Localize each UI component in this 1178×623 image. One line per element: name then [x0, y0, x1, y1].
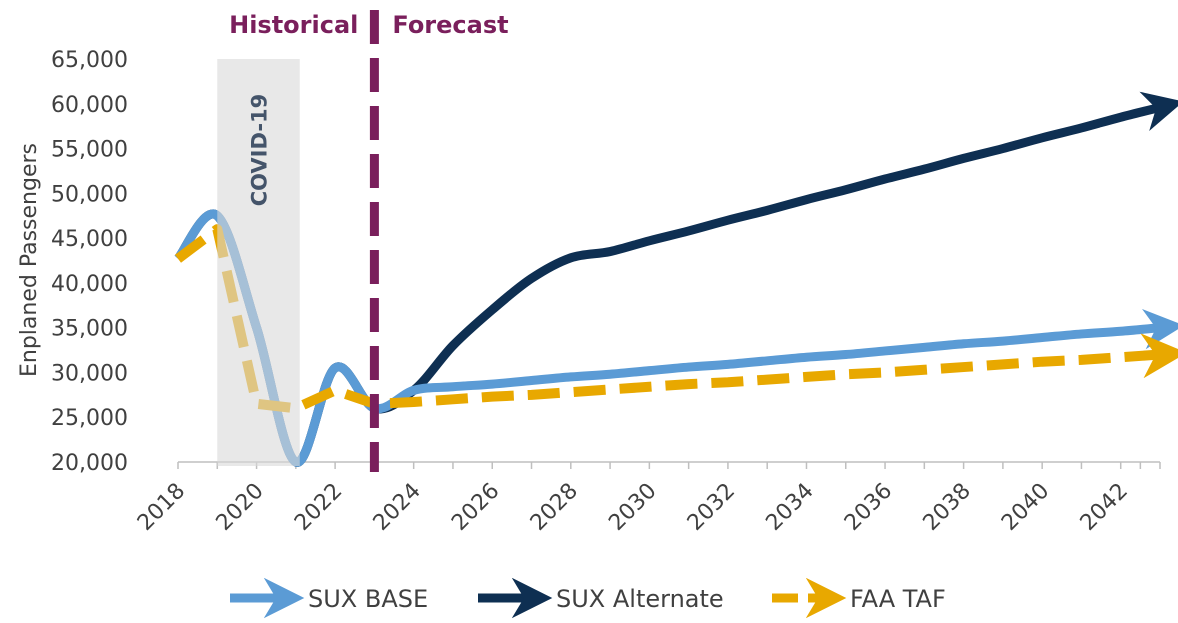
- y-tick-label: 20,000: [51, 451, 128, 476]
- series-line: [174, 224, 1178, 414]
- series-line: [174, 91, 1178, 467]
- y-tick-label: 45,000: [51, 227, 128, 252]
- x-tick-label: 2042: [1076, 479, 1133, 536]
- y-tick-label: 50,000: [51, 182, 128, 207]
- y-tick-label: 65,000: [51, 48, 128, 73]
- y-tick-label: 25,000: [51, 406, 128, 431]
- legend-label: SUX BASE: [308, 585, 428, 613]
- x-tick-label: 2026: [447, 479, 504, 536]
- series-line: [174, 209, 1178, 467]
- x-tick-label: 2040: [997, 479, 1054, 536]
- forecast-label: Forecast: [392, 11, 508, 39]
- y-axis-label: Enplaned Passengers: [17, 143, 42, 377]
- y-tick-label: 40,000: [51, 272, 128, 297]
- x-tick-label: 2032: [683, 479, 740, 536]
- y-tick-label: 35,000: [51, 317, 128, 342]
- legend-label: SUX Alternate: [556, 585, 724, 613]
- covid-shade: [217, 59, 300, 466]
- x-tick-label: 2018: [133, 479, 190, 536]
- historical-label: Historical: [229, 11, 358, 39]
- x-tick-label: 2020: [212, 479, 269, 536]
- covid-label: COVID-19: [248, 94, 272, 207]
- x-tick-label: 2036: [840, 479, 897, 536]
- legend-label: FAA TAF: [850, 585, 946, 613]
- y-tick-label: 55,000: [51, 138, 128, 163]
- y-tick-label: 30,000: [51, 361, 128, 386]
- x-tick-label: 2022: [290, 479, 347, 536]
- y-tick-label: 60,000: [51, 93, 128, 118]
- x-tick-label: 2024: [369, 479, 426, 536]
- x-tick-label: 2030: [604, 479, 661, 536]
- x-tick-label: 2038: [919, 479, 976, 536]
- x-tick-label: 2028: [526, 479, 583, 536]
- x-tick-label: 2034: [761, 479, 818, 536]
